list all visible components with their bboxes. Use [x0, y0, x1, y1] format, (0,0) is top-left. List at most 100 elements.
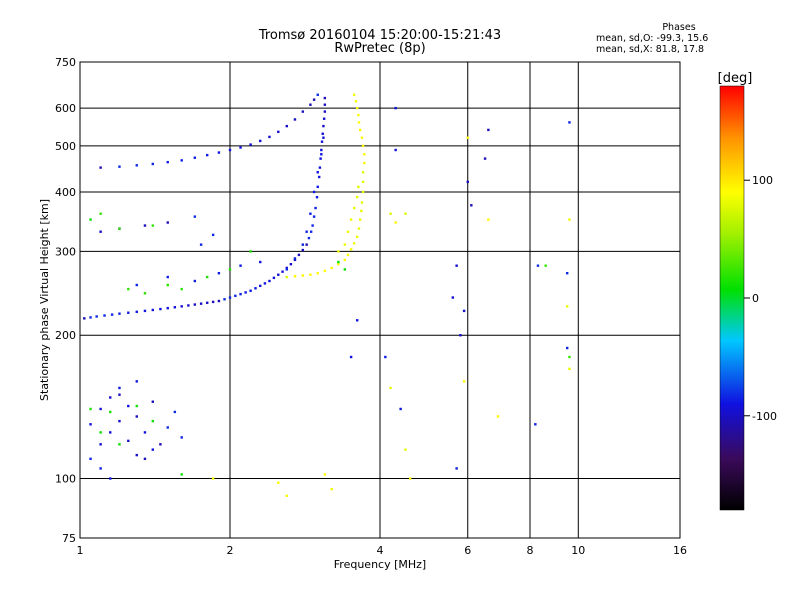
- data-point-O: [483, 157, 487, 160]
- data-point-O: [211, 300, 215, 304]
- data-point-X: [330, 487, 333, 491]
- data-point-mixed: [118, 227, 121, 230]
- data-point-O: [244, 291, 247, 294]
- data-point-X: [343, 243, 347, 246]
- data-point-X: [394, 221, 397, 224]
- data-point-X: [352, 93, 356, 96]
- data-point-X: [354, 100, 358, 103]
- data-point-O: [118, 165, 121, 168]
- data-point-O: [316, 171, 319, 174]
- data-point-X: [316, 272, 319, 275]
- data-point-mixed: [166, 283, 169, 287]
- data-point-O: [394, 148, 397, 152]
- data-point-X: [389, 386, 392, 390]
- data-point-O: [311, 224, 314, 227]
- data-point-X: [361, 144, 365, 148]
- data-point-X: [361, 190, 365, 194]
- colorbar-tick-label: 0: [752, 292, 759, 305]
- data-point-X: [568, 367, 571, 371]
- data-point-O: [536, 264, 540, 267]
- data-point-O: [135, 415, 138, 418]
- data-point-X: [293, 275, 297, 278]
- data-point-O: [99, 467, 102, 470]
- data-point-O: [180, 436, 183, 439]
- data-point-O: [565, 272, 569, 275]
- data-point-X: [352, 242, 356, 245]
- data-point-O: [268, 279, 271, 283]
- data-point-O: [312, 98, 316, 101]
- y-tick-label: 100: [55, 473, 76, 486]
- data-point-O: [309, 103, 312, 106]
- data-point-O: [305, 230, 308, 233]
- data-point-O: [307, 236, 311, 240]
- data-point-O: [193, 303, 197, 306]
- data-point-O: [399, 407, 402, 411]
- data-point-mixed: [151, 224, 155, 227]
- data-point-O: [193, 279, 197, 283]
- data-point-mixed: [228, 268, 232, 271]
- data-point-X: [337, 250, 340, 253]
- data-point-X: [285, 494, 288, 497]
- data-point-O: [320, 140, 324, 143]
- data-point-O: [89, 457, 92, 461]
- data-point-X: [301, 274, 305, 277]
- data-point-O: [166, 275, 169, 279]
- data-point-O: [259, 260, 262, 264]
- x-axis-label: Frequency [MHz]: [334, 558, 426, 571]
- data-point-O: [217, 151, 221, 154]
- data-point-O: [151, 308, 155, 312]
- data-point-O: [254, 287, 257, 290]
- data-points: [83, 93, 571, 497]
- data-point-O: [193, 156, 197, 159]
- data-point-O: [135, 283, 138, 287]
- data-point-O: [459, 334, 462, 337]
- data-point-O: [151, 400, 155, 403]
- data-point-O: [293, 118, 297, 121]
- colorbar-label: [deg]: [718, 71, 753, 86]
- data-point-O: [159, 307, 162, 311]
- data-point-O: [83, 317, 86, 320]
- phases-stats-box: Phases mean, sd,O: -99.3, 15.6 mean, sd,…: [596, 22, 722, 55]
- data-point-O: [289, 263, 293, 266]
- phases-heading: Phases: [662, 22, 696, 33]
- data-point-X: [363, 153, 366, 156]
- data-point-O: [228, 148, 232, 152]
- data-point-O: [259, 284, 262, 288]
- data-point-O: [470, 204, 473, 207]
- data-point-O: [316, 185, 319, 189]
- data-point-X: [355, 195, 359, 199]
- data-point-X: [211, 477, 215, 480]
- data-point-O: [322, 136, 325, 139]
- data-point-O: [151, 162, 155, 166]
- data-point-O: [180, 159, 183, 162]
- data-point-X: [323, 269, 327, 273]
- data-point-X: [355, 106, 359, 110]
- x-tick-label: 4: [377, 544, 384, 557]
- data-point-O: [293, 257, 297, 260]
- data-point-X: [349, 248, 353, 251]
- data-point-X: [346, 230, 350, 233]
- data-point-O: [239, 292, 242, 296]
- data-point-X: [568, 218, 571, 221]
- data-point-O: [318, 166, 322, 169]
- data-point-X: [285, 275, 288, 279]
- data-point-O: [187, 304, 190, 307]
- data-point-O: [143, 457, 147, 461]
- data-point-O: [103, 314, 106, 317]
- data-point-O: [455, 264, 458, 267]
- data-point-O: [277, 130, 280, 134]
- data-point-O: [193, 215, 197, 218]
- data-point-O: [99, 230, 102, 233]
- data-point-O: [323, 103, 327, 106]
- colorbar-tick-label: -100: [752, 410, 777, 423]
- data-point-O: [173, 410, 177, 414]
- data-point-O: [462, 309, 466, 313]
- data-point-O: [99, 407, 102, 411]
- data-point-X: [357, 121, 361, 124]
- data-point-O: [319, 157, 322, 160]
- phases-x-stats: mean, sd,X: 81.8, 17.8: [596, 44, 705, 55]
- data-point-X: [357, 227, 361, 230]
- data-point-mixed: [109, 410, 112, 414]
- data-point-X: [357, 113, 360, 117]
